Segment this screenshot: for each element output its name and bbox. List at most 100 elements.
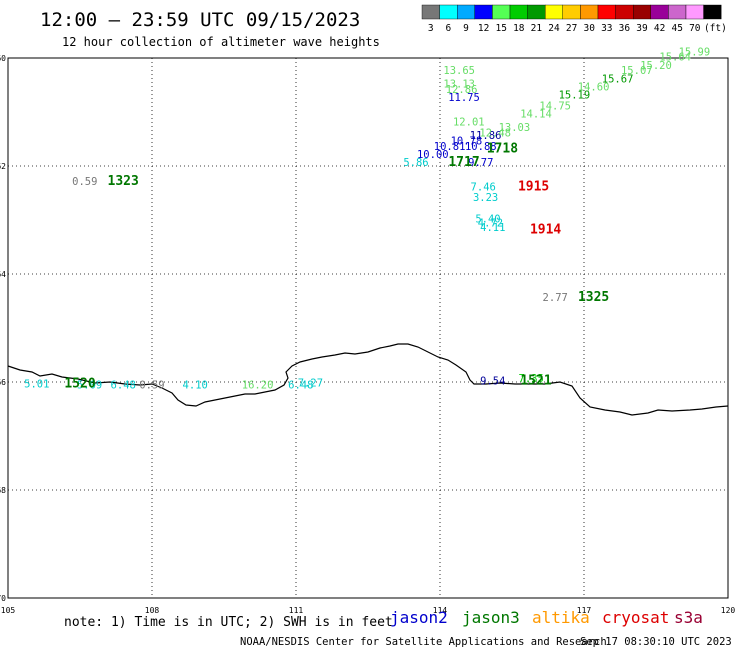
colorbar-swatch bbox=[562, 4, 581, 20]
lat-axis-label: 68 bbox=[0, 486, 6, 495]
lat-lon-grid bbox=[8, 58, 728, 598]
wave-height-label: 7.35 bbox=[519, 373, 544, 385]
wave-height-label: 10.00 bbox=[417, 149, 449, 161]
wave-height-label: 4.11 bbox=[480, 222, 505, 234]
footer-credit: NOAA/NESDIS Center for Satellite Applica… bbox=[240, 636, 607, 648]
colorbar-tick-label: 36 bbox=[619, 23, 631, 34]
colorbar-tick-label: 27 bbox=[566, 23, 577, 34]
lon-axis-label: 108 bbox=[145, 606, 160, 615]
wave-height-label: 15.07 bbox=[621, 65, 653, 77]
colorbar-tick-label: 70 bbox=[689, 23, 701, 34]
wave-height-label: 2.77 bbox=[543, 292, 568, 304]
colorbar-tick-label: 33 bbox=[601, 23, 612, 34]
wave-height-label: 6.48 bbox=[288, 379, 313, 391]
page-subtitle: 12 hour collection of altimeter wave hei… bbox=[62, 35, 380, 49]
colorbar-swatch bbox=[421, 4, 440, 20]
colorbar-swatch bbox=[580, 4, 599, 20]
colorbar-swatch bbox=[474, 4, 493, 20]
wave-height-label: 0.59 bbox=[139, 379, 164, 391]
lon-axis-label: 120 bbox=[721, 606, 736, 615]
wave-height-label: 10.78 bbox=[451, 135, 483, 147]
wave-height-label: 10.88 bbox=[465, 141, 497, 153]
pass-time-label: 1718 bbox=[487, 142, 518, 157]
wave-height-label: 14.60 bbox=[578, 81, 610, 93]
pass-time-label: 1323 bbox=[108, 174, 139, 189]
wave-height-label: 9.54 bbox=[480, 376, 505, 388]
wave-height-label: 15.67 bbox=[602, 73, 634, 85]
lat-axis-label: 60 bbox=[0, 54, 6, 63]
wave-height-label: 13.03 bbox=[499, 122, 531, 134]
colorbar-swatch bbox=[633, 4, 652, 20]
lat-axis-label: 64 bbox=[0, 270, 6, 279]
wave-height-label: 15.19 bbox=[559, 90, 591, 102]
wave-height-label: 11.86 bbox=[470, 130, 502, 142]
colorbar-tick-label: 18 bbox=[513, 23, 525, 34]
colorbar-legend: 3 6 9 12 15 18 21 24 27 30 33 36 39 42 45 70 (ft) bbox=[421, 4, 727, 34]
pass-time-label: 1521 bbox=[520, 374, 551, 389]
wave-height-label: 5.40 bbox=[475, 214, 500, 226]
wave-height-label: 12.01 bbox=[453, 117, 485, 129]
wave-height-label: 6.48 bbox=[111, 379, 136, 391]
wave-height-label: 13.65 bbox=[443, 65, 475, 77]
lat-axis-label: 70 bbox=[0, 594, 6, 603]
satellite-legend-entry: altika bbox=[532, 608, 590, 627]
wave-height-label: 3.23 bbox=[473, 192, 498, 204]
wave-height-label: 4.72 bbox=[478, 217, 503, 229]
wave-height-label: 12.48 bbox=[479, 127, 511, 139]
map-frame bbox=[7, 57, 729, 599]
footer-timestamp: Sep 17 08:30:10 UTC 2023 bbox=[580, 636, 732, 648]
satellite-legend-entry: cryosat bbox=[602, 608, 669, 627]
wave-height-label: 11.75 bbox=[448, 92, 480, 104]
wave-height-label: 15.64 bbox=[659, 52, 691, 64]
page-title: 12:00 – 23:59 UTC 09/15/2023 bbox=[40, 9, 360, 31]
colorbar-swatch bbox=[457, 4, 476, 20]
wave-height-label: 4.10 bbox=[183, 379, 208, 391]
colorbar-tick-label: 42 bbox=[654, 23, 665, 34]
wave-height-label: 13.13 bbox=[443, 79, 475, 91]
wave-height-label: 12.86 bbox=[446, 84, 478, 96]
satellite-legend: jason2 jason3 altika cryosat s3a bbox=[390, 608, 703, 627]
satellite-legend-entry: jason3 bbox=[462, 608, 520, 627]
lon-axis-label: 114 bbox=[433, 606, 448, 615]
pass-time-label: 1325 bbox=[578, 290, 609, 305]
lat-axis-label: 66 bbox=[0, 378, 6, 387]
colorbar-swatch bbox=[685, 4, 704, 20]
lon-axis-label: 105 bbox=[1, 606, 16, 615]
colorbar-swatch bbox=[615, 4, 634, 20]
colorbar-swatch bbox=[545, 4, 564, 20]
lat-axis-label: 62 bbox=[0, 162, 6, 171]
axis-labels: 60 62 64 66 68 70 105 108 111 114 117 120 bbox=[0, 54, 735, 615]
satellite-legend-entry: jason2 bbox=[390, 608, 448, 627]
lon-axis-label: 111 bbox=[289, 606, 304, 615]
colorbar-tick-label: 21 bbox=[531, 23, 543, 34]
colorbar-tick-label: 45 bbox=[671, 23, 682, 34]
wave-height-label: 15.99 bbox=[679, 46, 711, 58]
pass-time-label: 1914 bbox=[530, 223, 561, 238]
wave-height-label: 14.75 bbox=[539, 100, 571, 112]
wave-height-label: 10.81 bbox=[434, 141, 466, 153]
colorbar-tick-label: 6 bbox=[446, 23, 452, 34]
pass-time-label: 1915 bbox=[518, 179, 549, 194]
pass-time-label: 1717 bbox=[448, 155, 479, 170]
colorbar-swatch bbox=[492, 4, 511, 20]
colorbar-tick-label: 12 bbox=[478, 23, 489, 34]
colorbar-swatch bbox=[527, 4, 546, 20]
colorbar-swatch bbox=[597, 4, 616, 20]
colorbar-swatch bbox=[668, 4, 687, 20]
colorbar-tick-label: 9 bbox=[463, 23, 469, 34]
wave-height-label: 0.59 bbox=[72, 176, 97, 188]
wave-height-label: 7.46 bbox=[471, 181, 496, 193]
colorbar-swatch bbox=[703, 4, 722, 20]
wave-height-label: 5.86 bbox=[403, 157, 428, 169]
colorbar-tick-label: 30 bbox=[583, 23, 595, 34]
satellite-legend-entry: s3a bbox=[674, 608, 703, 627]
colorbar-swatch bbox=[509, 4, 528, 20]
coastline-path bbox=[7, 343, 729, 416]
wave-height-label: 16.20 bbox=[242, 379, 274, 391]
colorbar-tick-label: 24 bbox=[548, 23, 560, 34]
colorbar-tick-label: 39 bbox=[636, 23, 648, 34]
colorbar-tick-label: 15 bbox=[495, 23, 506, 34]
